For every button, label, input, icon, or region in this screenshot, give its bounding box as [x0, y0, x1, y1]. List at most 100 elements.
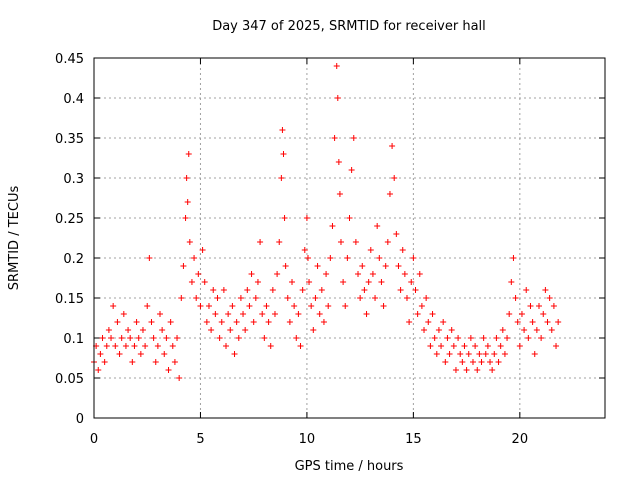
data-points	[91, 63, 562, 381]
data-point	[293, 335, 300, 341]
data-point	[348, 167, 355, 173]
data-point	[304, 255, 311, 261]
data-point	[340, 279, 347, 285]
data-point	[284, 295, 291, 301]
y-tick-label: 0.15	[55, 292, 84, 307]
data-point	[535, 303, 542, 309]
data-point	[386, 191, 393, 197]
data-point	[133, 319, 140, 325]
data-point	[389, 143, 396, 149]
data-point	[144, 303, 151, 309]
data-point	[367, 247, 374, 253]
data-point	[263, 303, 270, 309]
data-point	[279, 127, 286, 133]
data-point	[380, 303, 387, 309]
data-point	[342, 303, 349, 309]
data-point	[229, 303, 236, 309]
data-point	[325, 303, 332, 309]
data-point	[491, 351, 498, 357]
data-point	[233, 319, 240, 325]
chart-title: Day 347 of 2025, SRMTID for receiver hal…	[212, 19, 486, 34]
data-point	[271, 311, 278, 317]
data-point	[280, 151, 287, 157]
data-point	[514, 319, 521, 325]
y-axis-ticks: 0 0.05 0.1 0.15 0.2 0.25 0.3 0.35 0.4 0.45	[55, 52, 605, 427]
data-point	[482, 351, 489, 357]
data-point	[331, 135, 338, 141]
data-point	[476, 351, 483, 357]
data-point	[171, 359, 178, 365]
data-point	[418, 303, 425, 309]
data-point	[550, 303, 557, 309]
grid-lines	[94, 58, 605, 418]
data-point	[461, 343, 468, 349]
data-point	[542, 287, 549, 293]
data-point	[122, 343, 129, 349]
data-point	[116, 351, 123, 357]
data-point	[423, 295, 430, 301]
data-point	[218, 319, 225, 325]
data-point	[359, 263, 366, 269]
y-tick-label: 0.2	[63, 252, 84, 267]
data-point	[493, 335, 500, 341]
data-point	[378, 279, 385, 285]
data-point	[336, 191, 343, 197]
data-point	[350, 135, 357, 141]
data-point	[427, 343, 434, 349]
data-point	[501, 351, 508, 357]
data-point	[246, 303, 253, 309]
data-point	[150, 335, 157, 341]
data-point	[220, 287, 227, 293]
data-point	[254, 279, 261, 285]
data-point	[180, 263, 187, 269]
data-point	[240, 311, 247, 317]
data-point	[227, 327, 234, 333]
data-point	[504, 335, 511, 341]
data-point	[484, 343, 491, 349]
data-point	[450, 343, 457, 349]
data-point	[414, 311, 421, 317]
data-point	[433, 351, 440, 357]
data-point	[399, 247, 406, 253]
data-point	[212, 311, 219, 317]
data-point	[257, 239, 264, 245]
data-point	[516, 343, 523, 349]
data-point	[425, 319, 432, 325]
data-point	[299, 287, 306, 293]
data-point	[291, 303, 298, 309]
data-point	[276, 239, 283, 245]
data-point	[203, 319, 210, 325]
data-point	[512, 295, 519, 301]
data-point	[335, 159, 342, 165]
data-point	[165, 367, 172, 373]
x-tick-label: 5	[196, 432, 204, 447]
data-point	[393, 231, 400, 237]
data-point	[131, 343, 138, 349]
data-point	[355, 271, 362, 277]
data-point	[314, 263, 321, 269]
data-point	[391, 175, 398, 181]
data-point	[139, 327, 146, 333]
data-point	[142, 343, 149, 349]
y-axis-label: SRMTID / TECUs	[7, 186, 22, 291]
data-point	[191, 255, 198, 261]
data-point	[395, 263, 402, 269]
data-point	[397, 287, 404, 293]
data-point	[518, 311, 525, 317]
data-point	[448, 327, 455, 333]
data-point	[308, 303, 315, 309]
data-point	[199, 247, 206, 253]
data-point	[297, 343, 304, 349]
data-point	[320, 319, 327, 325]
data-point	[193, 295, 200, 301]
data-point	[421, 327, 428, 333]
data-point	[499, 327, 506, 333]
y-tick-label: 0.25	[55, 212, 84, 227]
x-tick-label: 15	[405, 432, 422, 447]
data-point	[457, 351, 464, 357]
data-point	[521, 327, 528, 333]
data-point	[382, 263, 389, 269]
data-point	[157, 311, 164, 317]
data-point	[154, 343, 161, 349]
data-point	[403, 295, 410, 301]
